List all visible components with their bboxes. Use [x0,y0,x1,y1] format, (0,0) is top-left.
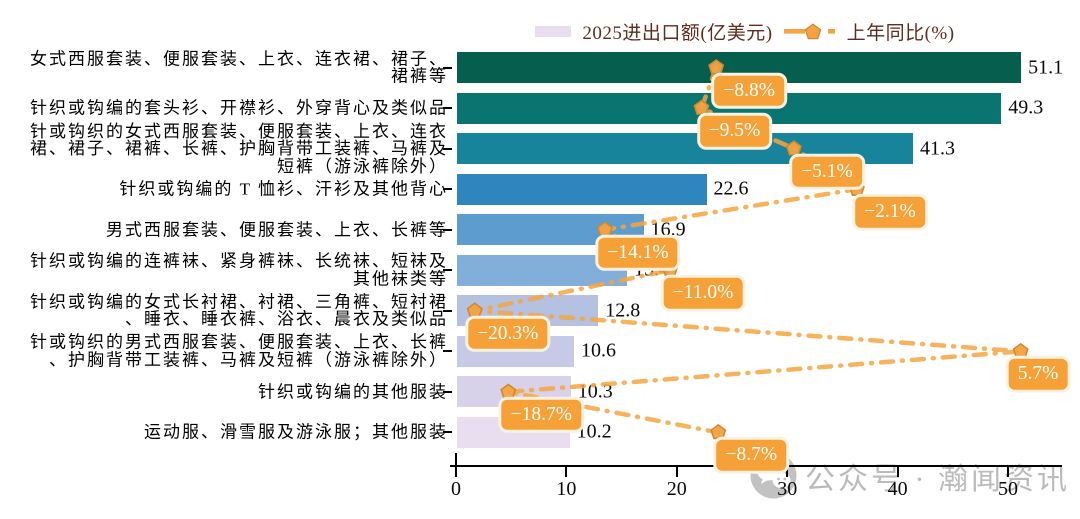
x-tick-label: 40 [887,478,908,500]
yoy-value-label: −20.3% [465,315,551,353]
bar-value-label: 41.3 [919,137,955,160]
bar [457,173,707,205]
axis-corner-stub [455,453,457,465]
watermark: 公众号 · 瀚闻资讯 [750,452,1070,499]
yoy-value-label: −8.7% [713,437,790,474]
yoy-value-label: −14.1% [595,234,681,271]
category-label: 针织或钩编的女式长衬裙、衬裙、三角裤、短衬裙 、睡衣、睡衣裤、浴衣、晨衣及类似品 [30,292,448,329]
y-axis-tick [443,269,452,272]
category-label: 针或钩织的女式西服套装、便服套装、上衣、连衣 裙、裙子、裙裤、长裤、护胸背带工装… [30,121,448,176]
x-tick [565,467,568,477]
x-tick [786,467,789,477]
category-label: 针织或钩编的套头衫、开襟衫、外穿背心及类似品 [30,98,448,118]
x-tick-label: 50 [998,478,1018,500]
y-axis-tick [443,309,452,312]
category-label: 针织或钩编的连裤袜、紧身裤袜、长统袜、短袜及 其他袜类等 [30,251,448,289]
yoy-value-label: −9.5% [696,112,773,150]
bar-value-label: 10.3 [577,380,613,403]
category-label: 针织或钩编的 T 恤衫、汗衫及其他背心 [119,179,448,199]
y-axis-tick [443,228,452,231]
x-tick [675,467,678,477]
yoy-value-label: −18.7% [498,396,584,434]
y-axis-tick [443,431,452,434]
y-axis-tick [443,66,452,69]
bar-value-label: 51.1 [1028,56,1064,78]
y-axis-tick [443,147,452,150]
category-label: 针或钩织的男式西服套装、便服套装、上衣、长裤 、护胸背带工装裤、马裤及短裤（游泳… [30,332,448,370]
y-axis-tick [443,107,452,110]
yoy-value-label: −11.0% [660,275,746,312]
x-tick [455,467,457,477]
legend: 2025进出口额(亿美元) 上年同比(%) [440,18,1050,44]
y-axis-tick [443,390,452,393]
category-label: 针织或钩编的其他服装 [258,382,448,402]
bar-value-label: 22.6 [713,177,749,200]
legend-line-label: 上年同比(%) [846,22,955,44]
legend-line-marker-icon [783,23,835,40]
bar-value-label: 49.3 [1008,96,1044,119]
y-axis-tick [443,188,452,191]
category-label: 女式西服套装、便服套装、上衣、连衣裙、裙子、 裙裤等 [30,49,448,86]
x-tick-label: 20 [666,478,687,500]
yoy-value-label: −8.8% [711,72,787,109]
category-label: 男式西服套装、便服套装、上衣、长裤等 [106,219,448,239]
legend-bar-label: 2025进出口额(亿美元) [582,22,773,44]
x-tick-label: 30 [777,478,798,500]
yoy-value-label: 5.7% [1005,356,1071,393]
bar-value-label: 12.8 [605,299,641,322]
watermark-text: 公众号 · 瀚闻资讯 [805,462,1070,496]
x-tick [1007,467,1009,477]
yoy-value-label: −2.1% [852,193,928,231]
x-tick-label: 0 [451,478,461,500]
bar-value-label: 10.6 [581,339,617,362]
x-tick [896,467,899,477]
y-axis-tick [443,350,452,353]
legend-bar-swatch [535,25,572,37]
x-tick-label: 10 [556,478,577,500]
yoy-value-label: −5.1% [789,153,865,190]
category-label: 运动服、滑雪服及游泳服；其他服装 [144,422,448,442]
